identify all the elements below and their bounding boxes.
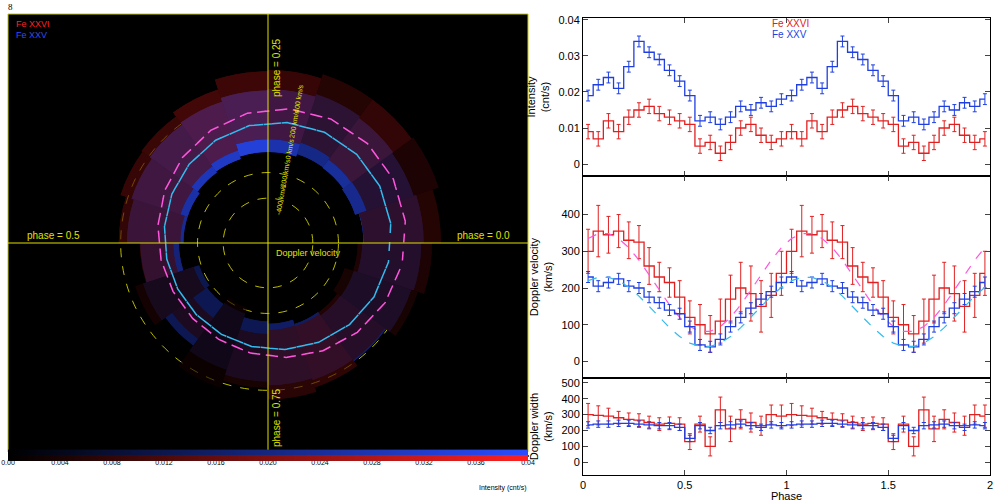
svg-text:Doppler velocity(km/s): Doppler velocity(km/s) (528, 237, 554, 316)
svg-text:100: 100 (561, 319, 579, 331)
svg-text:phase = 0.25: phase = 0.25 (271, 38, 282, 97)
svg-text:300: 300 (561, 245, 579, 257)
svg-text:0.03: 0.03 (558, 50, 579, 62)
svg-text:phase = 0.0: phase = 0.0 (457, 230, 510, 241)
svg-text:0 km/s: 0 km/s (284, 138, 295, 160)
svg-text:0.04: 0.04 (558, 14, 579, 26)
svg-text:-400 km/s: -400 km/s (275, 183, 287, 215)
svg-text:500: 500 (561, 377, 579, 389)
svg-text:1: 1 (783, 479, 789, 491)
svg-text:Fe XXV: Fe XXV (16, 30, 47, 40)
svg-text:0: 0 (574, 158, 580, 170)
svg-text:Intensity(cnt/s): Intensity(cnt/s) (525, 76, 551, 117)
svg-text:-200 km/s: -200 km/s (279, 158, 291, 190)
svg-text:0.00: 0.00 (1, 459, 15, 466)
svg-text:0.5: 0.5 (677, 479, 692, 491)
svg-text:0.036: 0.036 (467, 459, 485, 466)
svg-text:0.028: 0.028 (363, 459, 381, 466)
svg-text:Doppler width(km/s): Doppler width(km/s) (528, 393, 554, 460)
svg-text:0: 0 (574, 355, 580, 367)
svg-text:100: 100 (561, 440, 579, 452)
svg-text:0.004: 0.004 (51, 459, 69, 466)
svg-text:8: 8 (8, 2, 13, 12)
svg-text:0.02: 0.02 (558, 86, 579, 98)
svg-text:400: 400 (561, 393, 579, 405)
svg-text:Intensity (cnt/s): Intensity (cnt/s) (479, 484, 526, 492)
svg-text:400 km/s: 400 km/s (293, 84, 305, 114)
svg-text:200 km/s: 200 km/s (288, 109, 300, 139)
svg-text:0.012: 0.012 (155, 459, 173, 466)
svg-text:0.024: 0.024 (311, 459, 329, 466)
svg-text:0.016: 0.016 (207, 459, 225, 466)
svg-text:300: 300 (561, 408, 579, 420)
svg-text:0.032: 0.032 (415, 459, 433, 466)
svg-text:1.5: 1.5 (881, 479, 896, 491)
svg-text:400: 400 (561, 208, 579, 220)
svg-text:Fe XXV: Fe XXV (772, 29, 807, 40)
svg-text:0.020: 0.020 (259, 459, 277, 466)
svg-text:phase = 0.75: phase = 0.75 (271, 388, 282, 447)
svg-text:0.008: 0.008 (103, 459, 121, 466)
svg-text:phase = 0.5: phase = 0.5 (27, 230, 80, 241)
svg-text:200: 200 (561, 282, 579, 294)
svg-text:Phase: Phase (771, 490, 802, 502)
svg-text:0.01: 0.01 (558, 122, 579, 134)
svg-text:0.04: 0.04 (521, 459, 535, 466)
svg-text:Doppler velocity: Doppler velocity (276, 248, 341, 258)
svg-text:0: 0 (574, 456, 580, 468)
svg-text:200: 200 (561, 424, 579, 436)
svg-text:Fe XXVI: Fe XXVI (16, 19, 50, 29)
svg-text:0: 0 (580, 479, 586, 491)
svg-text:2: 2 (987, 479, 993, 491)
svg-text:Fe XXVI: Fe XXVI (772, 18, 809, 29)
